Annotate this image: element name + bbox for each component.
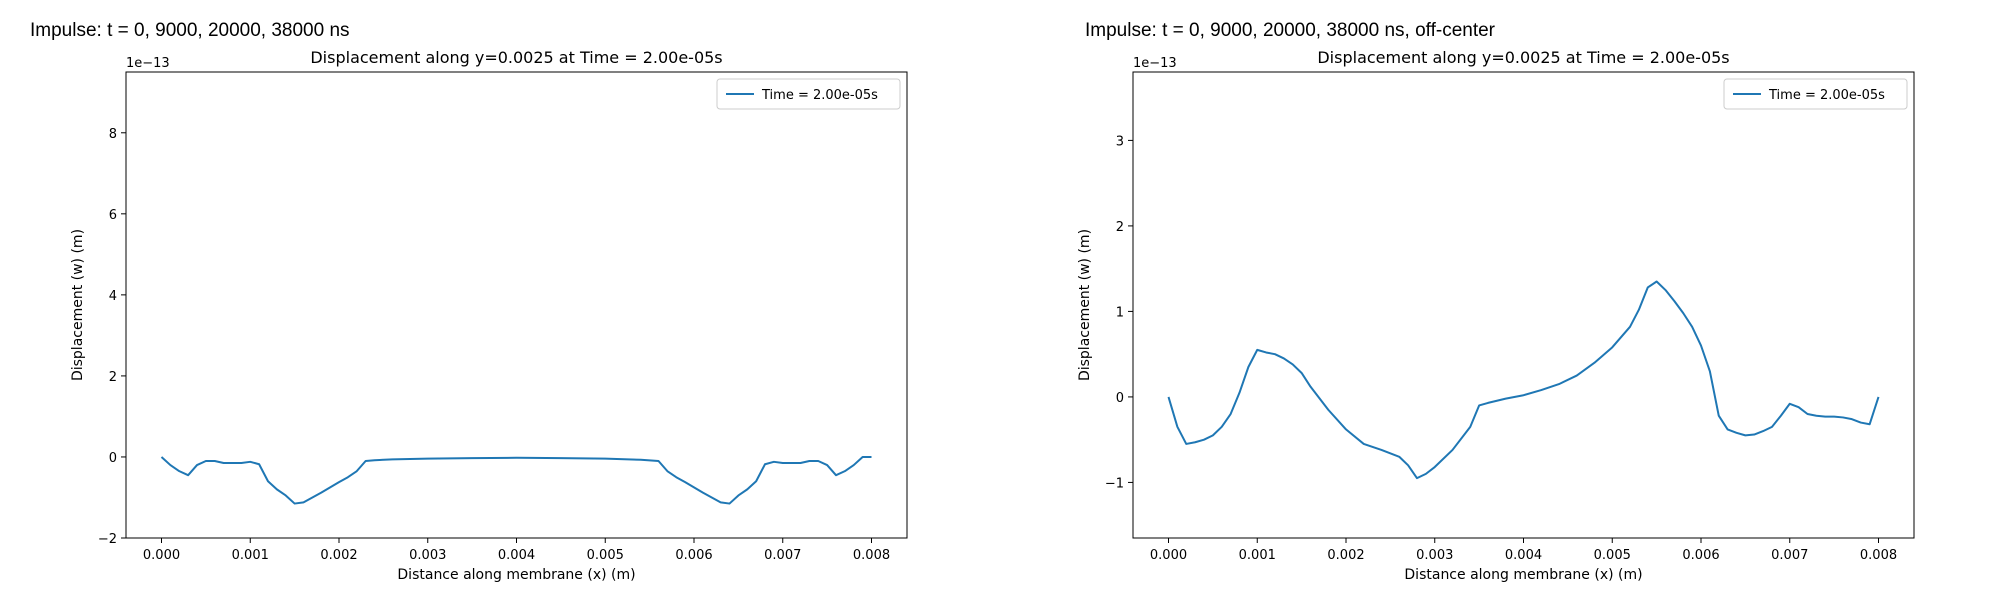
y-tick-label: −1 (1105, 476, 1124, 491)
x-tick-label: 0.001 (232, 548, 269, 563)
panel-heading-left: Impulse: t = 0, 9000, 20000, 38000 ns (30, 20, 350, 41)
x-tick-label: 0.004 (1505, 548, 1542, 563)
x-axis-label: Distance along membrane (x) (m) (1404, 567, 1642, 583)
x-tick-label: 0.004 (498, 548, 535, 563)
legend-label: Time = 2.00e-05s (1768, 88, 1885, 103)
x-tick-label: 0.000 (1150, 548, 1187, 563)
x-tick-label: 0.006 (1682, 548, 1719, 563)
x-tick-label: 0.003 (409, 548, 446, 563)
x-tick-label: 0.006 (675, 548, 712, 563)
chart-title: Displacement along y=0.0025 at Time = 2.… (1317, 48, 1729, 67)
legend-box (716, 78, 901, 110)
y-tick-label: 2 (109, 370, 117, 385)
plot-frame (1132, 71, 1915, 539)
chart-2: Displacement along y=0.0025 at Time = 2.… (1077, 48, 1915, 583)
x-axis-label: Distance along membrane (x) (m) (397, 567, 635, 583)
y-axis-label: Displacement (w) (m) (1077, 229, 1093, 381)
x-tick-label: 0.007 (764, 548, 801, 563)
x-tick-label: 0.007 (1771, 548, 1808, 563)
x-tick-label: 0.005 (587, 548, 624, 563)
series-line-1 (160, 455, 872, 505)
chart-title: Displacement along y=0.0025 at Time = 2.… (310, 48, 722, 67)
legend-label: Time = 2.00e-05s (761, 88, 878, 103)
y-tick-label: −2 (98, 532, 117, 547)
y-tick-label: 1 (1116, 305, 1124, 320)
y-tick-label: 6 (109, 208, 117, 223)
y-tick-label: 4 (109, 289, 117, 304)
axis-scale-label: 1e−13 (126, 56, 170, 71)
x-tick-label: 0.008 (853, 548, 890, 563)
y-axis-label: Displacement (w) (m) (70, 229, 86, 381)
x-tick-label: 0.001 (1239, 548, 1276, 563)
legend-box (1723, 78, 1908, 110)
y-tick-label: 0 (109, 451, 117, 466)
x-tick-label: 0.002 (1327, 548, 1364, 563)
legend: Time = 2.00e-05s (716, 78, 901, 110)
y-tick-label: 8 (109, 127, 117, 142)
panel-heading-right: Impulse: t = 0, 9000, 20000, 38000 ns, o… (1085, 20, 1496, 41)
y-tick-label: 2 (1116, 220, 1124, 235)
series-line-1 (1167, 280, 1880, 480)
x-tick-label: 0.005 (1594, 548, 1631, 563)
plot-frame (125, 71, 908, 539)
y-tick-label: 3 (1116, 134, 1124, 149)
legend: Time = 2.00e-05s (1723, 78, 1908, 110)
x-tick-label: 0.008 (1860, 548, 1897, 563)
axis-scale-label: 1e−13 (1133, 56, 1177, 71)
x-tick-label: 0.002 (320, 548, 357, 563)
y-tick-label: 0 (1116, 391, 1124, 406)
chart-1: Displacement along y=0.0025 at Time = 2.… (70, 48, 908, 583)
x-tick-label: 0.003 (1416, 548, 1453, 563)
x-tick-label: 0.000 (143, 548, 180, 563)
